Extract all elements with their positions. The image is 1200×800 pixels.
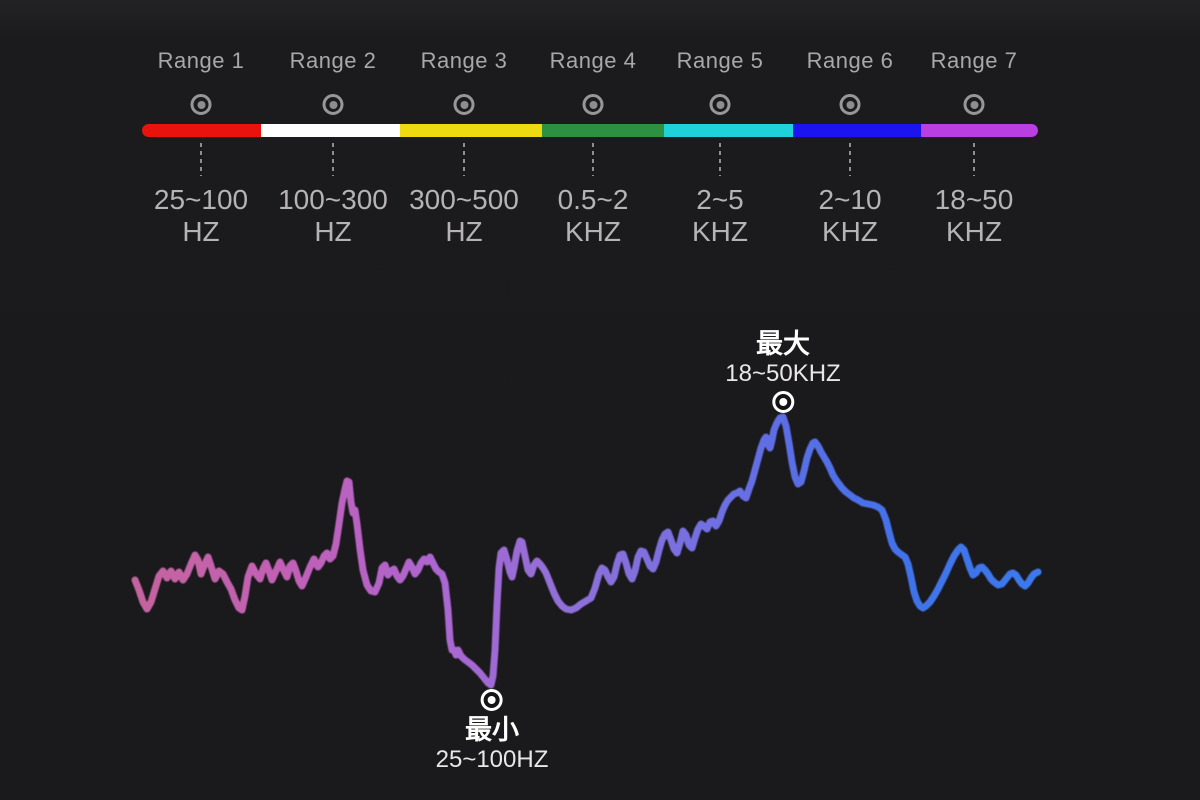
range-label: Range 1: [157, 48, 245, 73]
radio-target-icon[interactable]: [839, 94, 861, 115]
frequency-label: 2~10 KHZ: [775, 184, 925, 248]
radio-dot: [197, 100, 205, 109]
frequency-unit: KHZ: [565, 216, 621, 247]
dashed-tick: [592, 143, 594, 176]
bar-segment-red: [142, 124, 261, 137]
radio-dot: [716, 100, 724, 109]
min-annotation: 最小 25~100HZ: [435, 687, 549, 773]
range-column-6: Range 6 2~10 KHZ: [775, 0, 925, 260]
dashed-tick: [200, 143, 202, 176]
range-column-5: Range 5 2~5 KHZ: [645, 0, 795, 260]
range-column-3: Range 3 300~500 HZ: [389, 0, 539, 260]
max-label: 最大: [756, 329, 810, 359]
min-label: 最小: [465, 715, 519, 745]
bar-segment-cyan: [664, 124, 793, 137]
frequency-label: 300~500 HZ: [389, 184, 539, 248]
frequency-unit: KHZ: [946, 216, 1002, 247]
frequency-unit: KHZ: [822, 216, 878, 247]
range-column-1: Range 1 25~100 HZ: [126, 0, 276, 260]
min-frequency: 25~100HZ: [435, 746, 549, 773]
radio-dot: [589, 100, 597, 109]
radio-target-icon[interactable]: [963, 94, 985, 115]
dashed-tick: [332, 143, 334, 176]
max-annotation: 最大 18~50KHZ: [725, 329, 841, 415]
frequency-value: 18~50: [934, 184, 1014, 215]
range-column-4: Range 4 0.5~2 KHZ: [518, 0, 668, 260]
marker-dot: [488, 696, 496, 704]
frequency-value: 0.5~2: [557, 184, 629, 215]
frequency-value: 25~100: [153, 184, 249, 215]
radio-target-icon[interactable]: [709, 94, 731, 115]
bar-segment-blue: [793, 124, 921, 137]
radio-target-icon[interactable]: [582, 94, 604, 115]
bar-segment-green: [542, 124, 664, 137]
radio-target-icon[interactable]: [190, 94, 212, 115]
radio-dot: [460, 100, 468, 109]
radio-dot: [846, 100, 854, 109]
range-column-7: Range 7 18~50 KHZ: [899, 0, 1049, 260]
range-label: Range 7: [930, 48, 1018, 73]
dashed-tick: [849, 143, 851, 176]
dashed-tick: [463, 143, 465, 176]
radio-dot: [329, 100, 337, 109]
bar-segment-white: [261, 124, 400, 137]
range-label: Range 6: [806, 48, 894, 73]
max-point-marker-icon: [772, 391, 794, 413]
bar-segment-yellow: [400, 124, 542, 137]
frequency-unit: HZ: [445, 216, 483, 247]
radio-dot: [970, 100, 978, 109]
range-label: Range 4: [549, 48, 637, 73]
frequency-ranges-panel: Range 1 25~100 HZ Range 2 100~300 HZ Ran…: [0, 0, 1200, 280]
min-point-marker-icon: [481, 689, 503, 711]
dashed-tick: [973, 143, 975, 176]
marker-dot: [779, 398, 787, 406]
frequency-label: 18~50 KHZ: [899, 184, 1049, 248]
range-label: Range 3: [420, 48, 508, 73]
range-column-2: Range 2 100~300 HZ: [258, 0, 408, 260]
bar-segment-purple: [921, 124, 1038, 137]
range-label: Range 2: [289, 48, 377, 73]
frequency-label: 25~100 HZ: [126, 184, 276, 248]
radio-target-icon[interactable]: [453, 94, 475, 115]
frequency-label: 100~300 HZ: [258, 184, 408, 248]
frequency-value: 2~10: [818, 184, 882, 215]
frequency-label: 2~5 KHZ: [645, 184, 795, 248]
frequency-value: 2~5: [696, 184, 744, 215]
max-frequency: 18~50KHZ: [725, 360, 841, 387]
spectrum-color-bar: [142, 124, 1038, 137]
frequency-unit: KHZ: [692, 216, 748, 247]
frequency-unit: HZ: [182, 216, 220, 247]
range-label: Range 5: [676, 48, 764, 73]
frequency-label: 0.5~2 KHZ: [518, 184, 668, 248]
frequency-value: 100~300: [278, 184, 388, 215]
frequency-value: 300~500: [409, 184, 519, 215]
radio-target-icon[interactable]: [322, 94, 344, 115]
frequency-unit: HZ: [314, 216, 352, 247]
dashed-tick: [719, 143, 721, 176]
spectrum-curve: [131, 413, 1042, 689]
